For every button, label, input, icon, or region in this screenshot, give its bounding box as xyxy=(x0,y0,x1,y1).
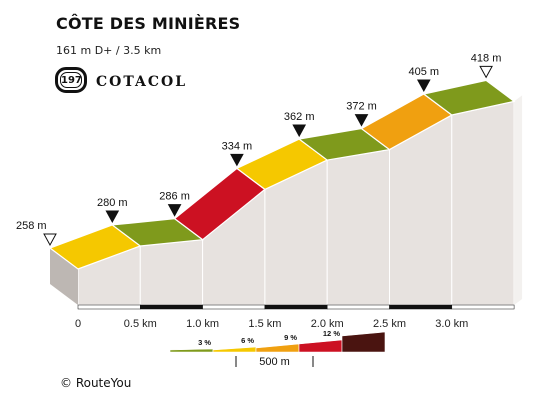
legend-swatch xyxy=(169,348,214,353)
climb-stats: 161 m D+ / 3.5 km xyxy=(56,44,162,57)
elevation-marker-icon xyxy=(230,153,244,167)
legend-swatch xyxy=(341,331,386,353)
distance-scale-segment xyxy=(451,304,515,310)
distance-scale-segment xyxy=(264,304,328,310)
legend-swatch xyxy=(212,346,257,353)
profile-side-segment xyxy=(326,148,390,306)
profile-side-segment xyxy=(139,239,204,306)
x-tick-label: 0.5 km xyxy=(124,318,157,330)
gradient-band xyxy=(422,79,516,116)
elevation-label: 362 m xyxy=(284,111,315,123)
x-tick-label: 0 xyxy=(75,318,81,330)
distance-scale-segment xyxy=(140,304,203,310)
x-tick-label: 2.0 km xyxy=(311,318,344,330)
distance-scale-segment xyxy=(77,304,141,310)
elevation-marker-icon xyxy=(292,124,307,138)
legend-swatch xyxy=(255,343,300,353)
profile-top-bands xyxy=(48,79,516,270)
endpoint-marker-icon xyxy=(479,65,493,79)
elevation-label: 334 m xyxy=(222,140,253,152)
endpoint-marker-icon xyxy=(43,233,57,247)
elevation-label: 405 m xyxy=(409,66,440,78)
legend-label: 6 % xyxy=(241,336,254,345)
cotacol-badge: 197 xyxy=(55,67,87,93)
cotacol-logo-text: COTACOL xyxy=(96,74,188,90)
elevation-marker-icon xyxy=(416,79,431,93)
elevation-label: 372 m xyxy=(346,101,377,113)
profile-base xyxy=(77,304,515,310)
chart-title: CÔTE DES MINIÈRES xyxy=(56,14,241,33)
distance-scale-segment xyxy=(389,304,453,310)
profile-left-cap xyxy=(50,248,78,305)
legend-label: 3 % xyxy=(198,338,211,347)
copyright-text: © RouteYou xyxy=(60,376,132,390)
profile-side-fill xyxy=(50,95,523,306)
legend-label: 12 % xyxy=(323,329,340,338)
x-tick-label: 2.5 km xyxy=(373,318,406,330)
elevation-label: 418 m xyxy=(471,52,502,64)
elevation-marker-icon xyxy=(354,114,369,127)
x-tick-label: 1.0 km xyxy=(186,318,219,330)
legend-label: 9 % xyxy=(284,333,297,342)
elevation-markers: 258 m 280 m 286 m 334 m 362 m 372 m 405 m 418 m xyxy=(16,52,502,247)
elevation-marker-icon xyxy=(167,204,182,217)
elevation-label: 258 m xyxy=(16,220,47,232)
distance-scale-segment xyxy=(326,304,390,310)
profile-right-face xyxy=(514,95,523,305)
gradient-legend: 3 % 6 % 9 % 12 % 500 m xyxy=(169,329,386,368)
elevation-marker-icon xyxy=(105,210,120,223)
x-tick-label: 3.0 km xyxy=(435,318,468,330)
distance-scale-segment xyxy=(202,304,266,310)
elevation-label: 280 m xyxy=(97,197,128,209)
profile-side-segment xyxy=(451,100,515,306)
elevation-label: 286 m xyxy=(159,191,190,203)
badge-number: 197 xyxy=(60,72,82,88)
x-axis-ticks: 0 0.5 km 1.0 km 1.5 km 2.0 km 2.5 km 3.0 km xyxy=(75,318,468,330)
x-tick-label: 1.5 km xyxy=(248,318,281,330)
legend-swatch xyxy=(298,339,343,353)
scale-label: 500 m xyxy=(259,356,290,368)
